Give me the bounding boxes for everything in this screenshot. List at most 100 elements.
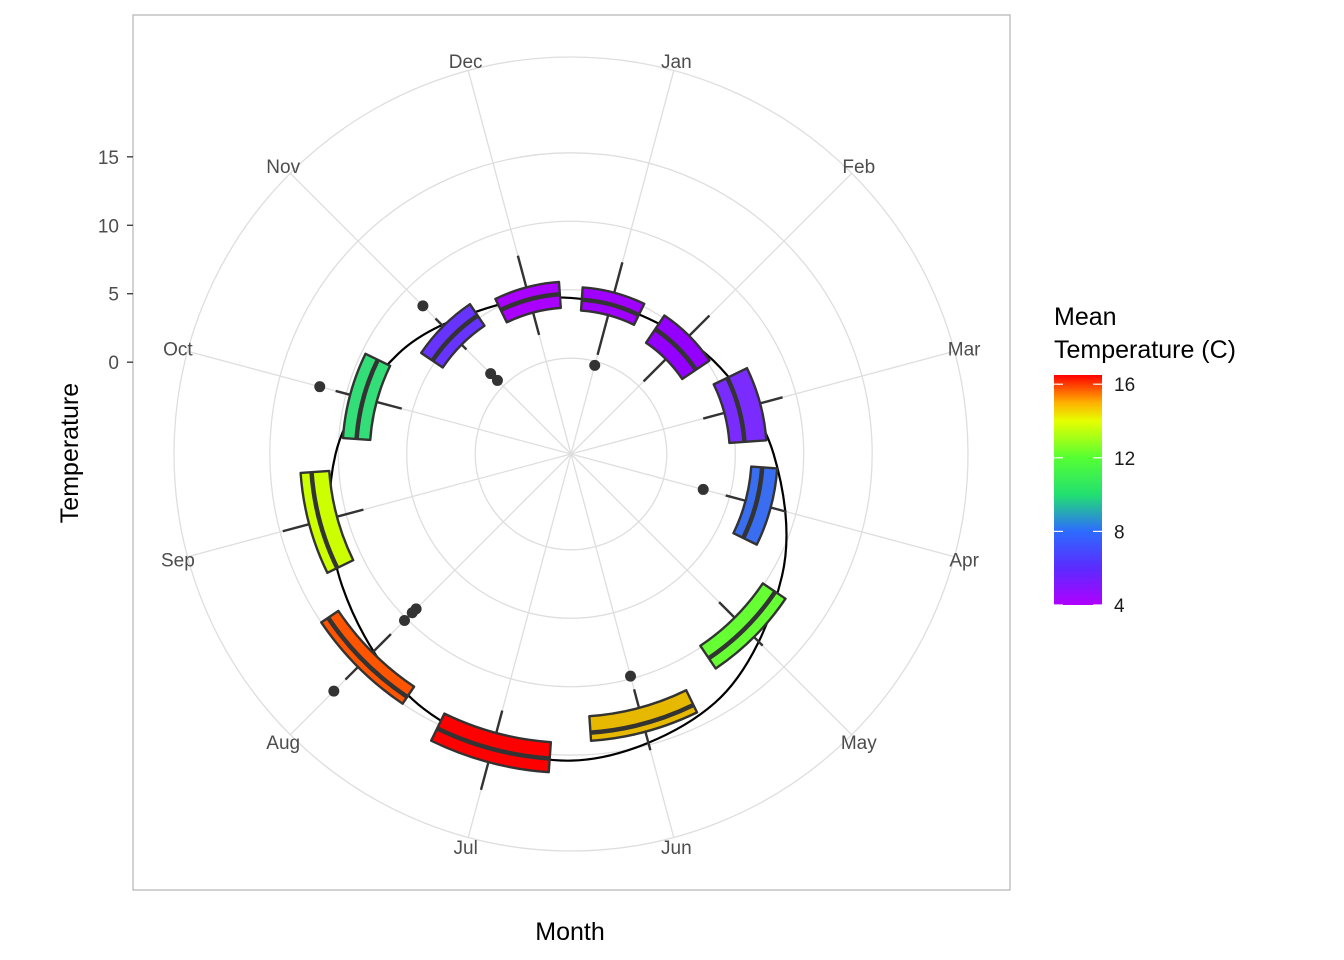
month-label-feb: Feb: [842, 157, 875, 178]
box-oct: [341, 352, 392, 442]
whisker-low-aug: [371, 633, 392, 654]
month-label-jul: Jul: [454, 838, 478, 859]
whisker-high-apr: [770, 506, 787, 513]
median-aug: [326, 616, 409, 699]
boxplot-mar: [702, 366, 783, 445]
whisker-high-jan: [613, 261, 624, 293]
median-jun: [590, 702, 695, 735]
month-label-apr: Apr: [949, 550, 979, 571]
y-tick-label-5: 5: [108, 285, 119, 306]
grid-circle-10: [337, 220, 805, 688]
outlier-aug-3: [399, 614, 411, 626]
whisker-low-may: [718, 601, 736, 619]
whisker-high-jun: [644, 731, 652, 751]
whisker-high-mar: [759, 396, 783, 405]
whisker-low-apr: [725, 494, 746, 502]
boxplot-may: [699, 582, 787, 670]
outlier-nov-1: [491, 374, 503, 386]
x-axis-title: Month: [535, 918, 604, 946]
legend-title-line-1: Mean: [1054, 303, 1117, 331]
y-tick-label-10: 10: [98, 216, 119, 237]
boxplot-nov: [417, 300, 503, 386]
median-feb: [653, 327, 698, 372]
legend-colorbar: [1054, 375, 1102, 605]
month-label-may: May: [841, 733, 877, 754]
grid-spoke-sep: [187, 453, 572, 558]
grid-spoke-feb: [570, 172, 853, 455]
whisker-low-jan: [596, 314, 610, 356]
outlier-aug-2: [406, 607, 418, 619]
grid-spoke-nov: [289, 172, 572, 455]
grid-circle-5: [406, 289, 736, 619]
month-label-jan: Jan: [661, 52, 692, 73]
legend-ticks: 16 12 8 4: [1054, 375, 1135, 617]
median-oct: [354, 358, 380, 440]
outlier-oct-1: [314, 381, 326, 393]
median-may: [707, 590, 778, 661]
y-axis-title: Temperature: [56, 383, 84, 523]
month-label-oct: Oct: [163, 340, 193, 361]
median-jan: [581, 297, 640, 317]
box-layer: [282, 255, 787, 791]
whisker-high-oct: [335, 389, 351, 396]
month-label-dec: Dec: [449, 52, 483, 73]
box-jul: [429, 712, 553, 774]
legend-label-4: 4: [1114, 596, 1125, 617]
grid-spoke-may: [570, 453, 853, 736]
grid-circle-0: [474, 357, 668, 551]
month-label-jun: Jun: [661, 838, 692, 859]
month-label-aug: Aug: [266, 733, 300, 754]
whisker-low-jul: [495, 710, 504, 734]
box-aug: [320, 609, 416, 705]
whisker-low-mar: [702, 411, 725, 420]
boxplot-dec: [494, 255, 562, 336]
legend-label-12: 12: [1114, 449, 1135, 470]
boxplot-sep: [282, 469, 364, 575]
month-label-nov: Nov: [266, 157, 300, 178]
whisker-low-feb: [642, 358, 667, 383]
median-nov: [430, 313, 479, 362]
median-mar: [725, 376, 747, 443]
whisker-high-aug: [344, 666, 359, 681]
whisker-low-dec: [531, 312, 541, 336]
whisker-low-oct: [376, 400, 403, 410]
outlier-jan-1: [589, 359, 601, 371]
median-sep: [309, 471, 340, 570]
box-dec: [494, 280, 562, 324]
whisker-high-feb: [688, 314, 711, 337]
grid-circle-15: [269, 152, 873, 756]
whisker-low-jun: [632, 689, 641, 709]
outlier-jun-1: [625, 670, 637, 682]
boxplot-jul: [429, 710, 553, 791]
outlier-nov-3: [417, 300, 429, 312]
whisker-high-sep: [282, 522, 310, 533]
outlier-apr-1: [697, 483, 709, 495]
outlier-nov-2: [485, 368, 497, 380]
month-label-mar: Mar: [948, 340, 981, 361]
outlier-aug-4: [328, 685, 340, 697]
month-label-sep: Sep: [161, 550, 195, 571]
whisker-high-jul: [479, 761, 490, 791]
boxplot-jun: [588, 670, 699, 751]
whisker-low-sep: [336, 508, 364, 518]
median-apr: [741, 467, 765, 540]
boxplot-aug: [320, 603, 422, 705]
boxplot-feb: [642, 314, 711, 383]
month-label-layer: Jan Feb Mar Apr May Jun Jul Aug Sep Oct Nov Dec: [161, 52, 981, 859]
boxplot-apr: [697, 465, 787, 546]
legend-label-8: 8: [1114, 522, 1125, 543]
legend-title-line-2: Temperature (C): [1054, 336, 1236, 364]
legend-label-16: 16: [1114, 375, 1135, 396]
boxplot-oct: [314, 352, 403, 442]
median-jul: [436, 726, 550, 761]
whisker-high-dec: [516, 255, 528, 288]
whisker-high-may: [753, 636, 764, 647]
y-axis-layer: 0 5 10 15: [98, 148, 133, 374]
median-dec: [499, 291, 560, 313]
y-tick-label-15: 15: [98, 148, 119, 169]
whisker-high-nov: [434, 317, 445, 328]
grid-spoke-jun: [570, 453, 675, 838]
y-tick-label-0: 0: [108, 353, 119, 374]
grid-circle-outer: [173, 56, 969, 852]
